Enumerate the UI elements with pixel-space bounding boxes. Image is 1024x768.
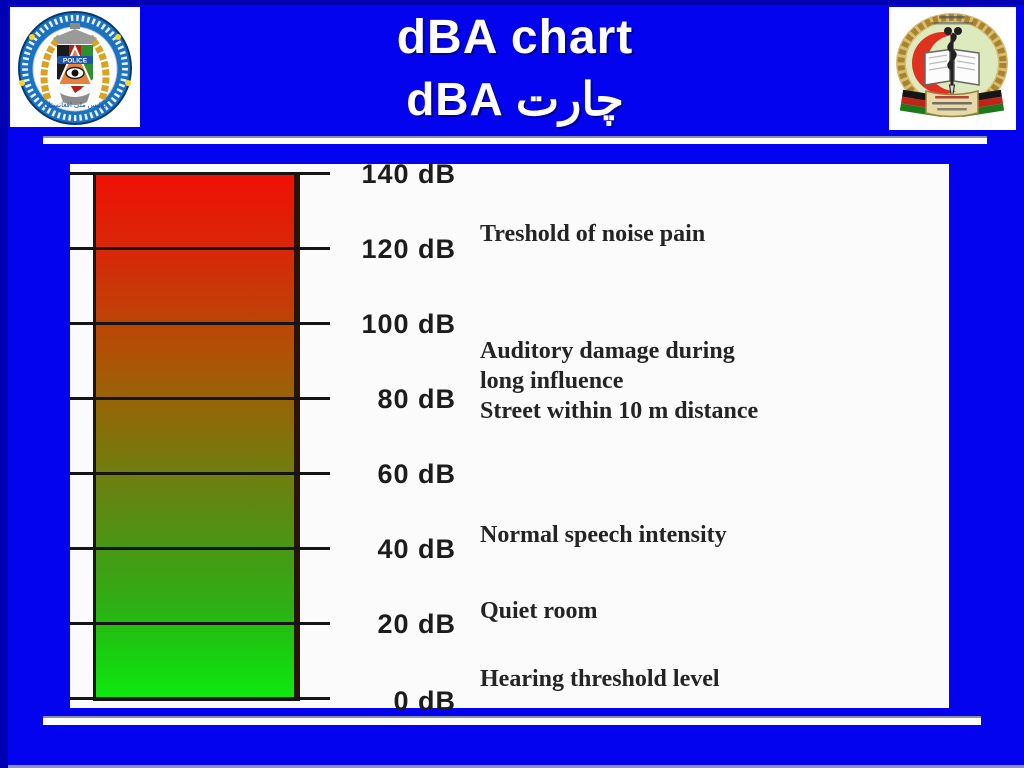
police-banner-label: POLICE [63, 58, 88, 65]
tick-line-120db [70, 247, 330, 250]
title-block: dBA chart dBA چارت [150, 10, 880, 126]
annotation-normal-speech: Normal speech intensity [480, 522, 727, 548]
separator-top [43, 136, 987, 144]
page-title: dBA chart [396, 11, 634, 64]
tick-line-60db [70, 472, 330, 475]
medical-emblem-icon [896, 13, 1008, 118]
tick-label-100db: 100 dB [361, 309, 456, 339]
tick-label-0db: 0 dB [393, 686, 456, 716]
tick-line-140db [70, 172, 330, 175]
chart-panel: 140 dB 120 dB 100 dB 80 dB 60 dB 40 dB 2… [70, 159, 949, 716]
tick-label-20db: 20 dB [377, 609, 456, 639]
tick-label-40db: 40 dB [377, 534, 456, 564]
separator-bottom [43, 716, 981, 725]
tick-label-80db: 80 dB [377, 384, 456, 414]
tick-label-140db: 140 dB [361, 159, 456, 189]
tick-line-20db [70, 622, 330, 625]
tick-label-120db: 120 dB [361, 234, 456, 264]
tick-line-80db [70, 397, 330, 400]
tick-line-40db [70, 547, 330, 550]
right-logo-medical-emblem [889, 7, 1016, 130]
annotation-auditory-damage: Auditory damage during long influence St… [480, 338, 759, 424]
police-bottom-label: پولیس ملی افغانستان [44, 101, 107, 109]
annotation-noise-pain: Treshold of noise pain [480, 221, 706, 247]
tick-line-100db [70, 322, 330, 325]
police-emblem-icon: POLICE پولیس ملی افغانستان [18, 11, 132, 125]
annotation-quiet-room: Quiet room [480, 598, 598, 624]
annotation-hearing-threshold: Hearing threshold level [480, 666, 720, 692]
left-logo-police-emblem: POLICE پولیس ملی افغانستان [10, 7, 140, 127]
page-title-translation: dBA چارت [406, 73, 624, 125]
tick-line-0db [70, 697, 330, 700]
tick-label-60db: 60 dB [377, 459, 456, 489]
